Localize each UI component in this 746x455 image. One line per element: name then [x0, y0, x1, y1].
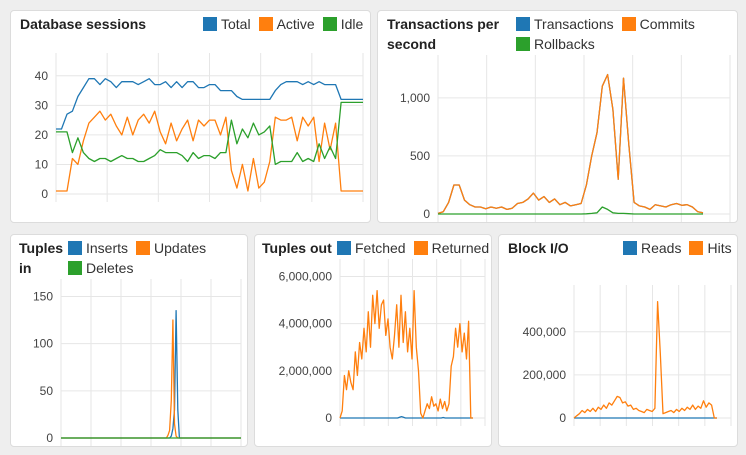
y-tick-label: 4,000,000: [279, 317, 333, 331]
y-tick-label: 2,000,000: [279, 364, 333, 378]
legend-label-updates: Updates: [154, 240, 207, 256]
legend-label-total: Total: [221, 16, 251, 32]
legend-swatch-reads: [623, 241, 637, 255]
panel-tuples-out: Tuples out Fetched Returned 0 2,000,000 4,…: [254, 234, 492, 447]
legend-swatch-transactions: [516, 17, 530, 31]
series-line-active[interactable]: [56, 110, 363, 192]
legend-item-inserts[interactable]: Inserts: [68, 238, 128, 258]
legend-swatch-inserts: [68, 241, 82, 255]
legend-swatch-total: [203, 17, 217, 31]
chart-title: Transactions per second: [387, 16, 500, 52]
legend-label-commits: Commits: [639, 16, 695, 32]
series-line-commits[interactable]: [437, 73, 704, 215]
legend-swatch-active: [258, 17, 273, 31]
chart-title: Tuples in: [19, 240, 64, 276]
legend-label-hits: Hits: [707, 240, 732, 256]
y-tick-label: 400,000: [523, 325, 567, 339]
legend-swatch-rollbacks: [516, 37, 530, 51]
chart-legend: Fetched Returned: [337, 238, 491, 258]
legend-swatch-idle: [322, 17, 337, 31]
chart-plot-area: 0 10 20 30 40: [35, 53, 364, 202]
y-tick-label: 0: [46, 431, 53, 445]
chart-plot-area: 0 200,000 400,000: [523, 285, 732, 426]
series-line-rollbacks[interactable]: [438, 206, 703, 215]
chart-plot-area: 0 50 100 150: [33, 279, 242, 446]
legend-item-idle[interactable]: Idle: [322, 14, 364, 34]
y-tick-label: 1,000: [400, 91, 430, 105]
chart-legend: Transactions Commits Rollbacks: [516, 14, 736, 54]
legend-item-reads[interactable]: Reads: [623, 238, 681, 258]
legend-label-active: Active: [276, 16, 315, 32]
y-tick-label: 0: [325, 411, 332, 425]
legend-swatch-deletes: [68, 261, 82, 275]
legend-label-idle: Idle: [340, 16, 364, 32]
y-tick-label: 0: [559, 411, 566, 425]
y-tick-label: 10: [35, 157, 49, 171]
series-line-transactions[interactable]: [437, 73, 704, 215]
legend-swatch-returned: [413, 241, 428, 255]
y-tick-label: 0: [423, 207, 430, 221]
legend-item-returned[interactable]: Returned: [413, 238, 490, 258]
y-tick-label: 50: [40, 384, 54, 398]
series-line-fetched[interactable]: [340, 415, 473, 419]
legend-label-transactions: Transactions: [534, 16, 614, 32]
chart-title: Tuples out: [262, 240, 332, 256]
series-line-total[interactable]: [56, 78, 363, 130]
y-tick-label: 0: [41, 187, 48, 201]
legend-item-rollbacks[interactable]: Rollbacks: [516, 34, 595, 54]
chart-title: Database sessions: [20, 16, 147, 32]
y-tick-label: 20: [35, 128, 49, 142]
legend-label-reads: Reads: [641, 240, 682, 256]
y-tick-label: 40: [35, 69, 49, 83]
legend-item-commits[interactable]: Commits: [621, 14, 695, 34]
y-tick-label: 100: [33, 337, 53, 351]
y-tick-label: 30: [35, 98, 49, 112]
legend-item-hits[interactable]: Hits: [689, 238, 732, 258]
legend-swatch-fetched: [337, 241, 351, 255]
legend-swatch-updates: [136, 241, 151, 255]
legend-swatch-hits: [689, 241, 704, 255]
legend-item-active[interactable]: Active: [258, 14, 315, 34]
series-line-hits[interactable]: [573, 300, 717, 419]
legend-label-deletes: Deletes: [86, 260, 134, 276]
panel-transactions-per-second: Transactions per second Transactions Com…: [377, 10, 738, 223]
legend-item-total[interactable]: Total: [203, 14, 251, 34]
panel-database-sessions: Database sessions Total Active Idle 0 10 2…: [10, 10, 371, 223]
legend-label-inserts: Inserts: [86, 240, 129, 256]
panel-block-io: Block I/O Reads Hits 0 200,000 400,000: [498, 234, 738, 447]
chart-plot-area: 0 500 1,000: [400, 55, 731, 222]
legend-item-transactions[interactable]: Transactions: [516, 14, 614, 34]
legend-label-fetched: Fetched: [355, 240, 406, 256]
y-tick-label: 6,000,000: [279, 269, 333, 283]
chart-legend: Reads Hits: [623, 238, 737, 258]
legend-item-updates[interactable]: Updates: [136, 238, 206, 258]
legend-item-deletes[interactable]: Deletes: [68, 258, 133, 278]
y-tick-label: 200,000: [523, 368, 567, 382]
legend-label-rollbacks: Rollbacks: [534, 36, 595, 52]
legend-label-returned: Returned: [431, 240, 490, 256]
chart-plot-area: 0 2,000,000 4,000,000 6,000,000: [279, 259, 486, 426]
y-tick-label: 500: [410, 149, 430, 163]
legend-swatch-commits: [621, 17, 636, 31]
panel-tuples-in: Tuples in Inserts Updates Deletes 0 50 100…: [10, 234, 248, 447]
chart-legend: Inserts Updates Deletes: [68, 238, 247, 278]
chart-legend: Total Active Idle: [203, 14, 370, 34]
y-tick-label: 150: [33, 289, 53, 303]
series-line-idle[interactable]: [56, 101, 363, 166]
chart-title: Block I/O: [508, 240, 569, 256]
series-line-returned[interactable]: [339, 289, 473, 419]
legend-item-fetched[interactable]: Fetched: [337, 238, 406, 258]
